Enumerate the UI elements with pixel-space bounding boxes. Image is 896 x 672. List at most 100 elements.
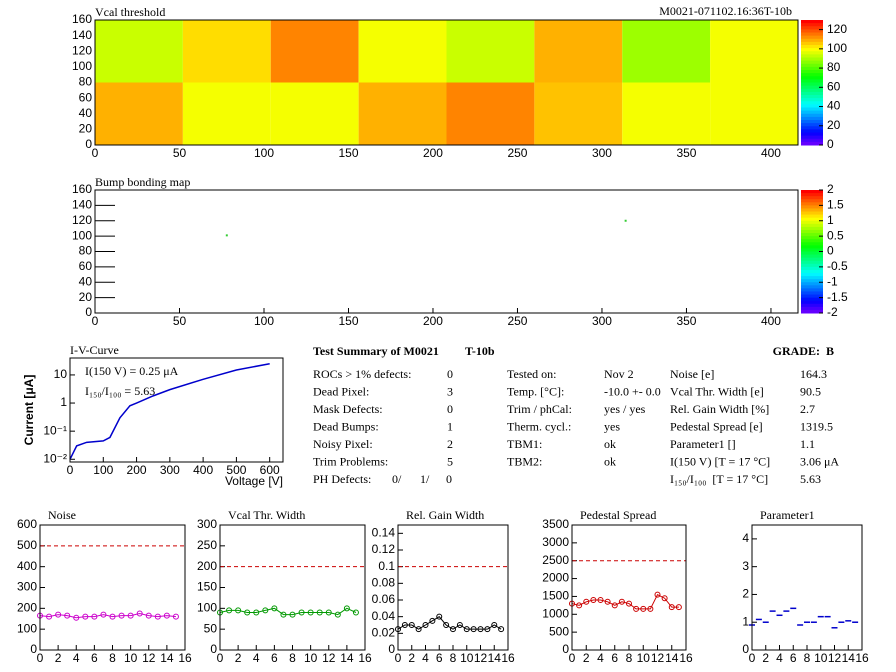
x-tick-label: 150 (338, 146, 358, 160)
colorbar-step (801, 239, 823, 243)
y-tick-label: 40 (79, 106, 93, 120)
colorbar-step (801, 297, 823, 302)
x-tick-label: 0 (67, 463, 74, 477)
marker (604, 598, 611, 605)
colorbar-step (801, 223, 823, 228)
colorbar-step (801, 135, 823, 140)
colorbar-step (801, 294, 823, 299)
marker (498, 626, 505, 633)
result-value: 90.5 (800, 384, 821, 398)
y-tick-label: 100 (197, 601, 217, 615)
x-tick-label: 0 (395, 651, 402, 665)
result-value: 164.3 (800, 367, 827, 381)
heatmap-cell (622, 20, 711, 83)
x-tick-label: 100 (93, 463, 113, 477)
colorbar-step (801, 141, 823, 146)
frame (751, 524, 863, 651)
x-tick-label: 350 (676, 314, 696, 328)
x-tick-label: 16 (855, 651, 869, 665)
colorbar-step (801, 254, 823, 259)
marker (429, 617, 436, 624)
x-tick-label: 250 (507, 146, 527, 160)
y-tick-label: 300 (197, 517, 217, 531)
defect-value: 0 (447, 402, 453, 416)
marker (262, 607, 269, 614)
colorbar-step (801, 214, 823, 219)
marker (316, 609, 323, 616)
x-tick-label: 12 (322, 651, 336, 665)
marker (647, 605, 654, 612)
x-tick-label: 12 (474, 651, 488, 665)
y-tick-label: 1500 (542, 589, 569, 603)
x-tick-label: 10 (124, 651, 138, 665)
y-tick-label: 2500 (542, 553, 569, 567)
x-tick-label: 200 (127, 463, 147, 477)
result-label: Parameter1 [] (670, 437, 736, 451)
x-tick-label: 0 (92, 314, 99, 328)
chart-title: Pedestal Spread (580, 508, 656, 522)
summary-module: T-10b (465, 344, 495, 358)
summary-title: Test Summary of M0021 (313, 344, 439, 358)
result-value: 1319.5 (800, 419, 833, 433)
marker (352, 609, 359, 616)
annotation: I(150 V) = 0.25 μA (85, 364, 179, 378)
colorbar-label: 20 (827, 118, 841, 132)
defect-label: ROCs > 1% defects: (313, 367, 411, 381)
y-tick-label: 160 (72, 182, 92, 196)
x-tick-label: 2 (762, 651, 769, 665)
marker (235, 607, 242, 614)
marker (661, 595, 668, 602)
result-value: 3.06 μA (800, 454, 839, 468)
y-tick-label: 2 (742, 587, 749, 601)
marker (415, 626, 422, 633)
marker (450, 626, 456, 633)
marker (145, 612, 152, 619)
ph-value: 0/ (392, 472, 402, 486)
x-tick-label: 250 (507, 314, 527, 328)
colorbar-step (801, 70, 823, 74)
x-tick-label: 14 (340, 651, 354, 665)
result-value: 5.63 (800, 472, 821, 486)
x-tick-label: 500 (226, 463, 246, 477)
heatmap-cell (446, 82, 535, 145)
colorbar-step (801, 248, 823, 252)
colorbar-step (801, 104, 823, 108)
chart-title: Vcal threshold (95, 5, 165, 19)
x-tick-label: 16 (178, 651, 192, 665)
x-tick-label: 8 (804, 651, 811, 665)
y-tick-label: 10 (54, 367, 68, 381)
colorbar-step (801, 132, 823, 137)
marker (325, 609, 332, 616)
condition-value: Nov 2 (604, 367, 634, 381)
result-label: Rel. Gain Width [%] (670, 402, 769, 416)
frame (397, 524, 509, 651)
heatmap-cell (622, 82, 711, 145)
y-tick-label: 20 (79, 122, 93, 136)
y-tick-label: 0.02 (372, 626, 396, 640)
colorbar-step (801, 126, 823, 130)
condition-label: Temp. [°C]: (507, 384, 564, 398)
colorbar-step (801, 269, 823, 274)
marker (484, 626, 491, 633)
colorbar-label: -0.5 (827, 259, 848, 273)
condition-value: ok (604, 454, 616, 468)
colorbar-step (801, 23, 823, 27)
colorbar-step (801, 217, 823, 222)
x-tick-label: 6 (436, 651, 443, 665)
colorbar-step (801, 266, 823, 271)
x-tick-label: 400 (761, 146, 781, 160)
colorbar-step (801, 251, 823, 256)
y-tick-label: 0.14 (372, 526, 396, 540)
colorbar-step (801, 91, 823, 96)
point (225, 234, 228, 237)
x-tick-label: 14 (842, 651, 856, 665)
colorbar-step (801, 88, 823, 93)
result-label: Noise [e] (670, 367, 714, 381)
colorbar-step (801, 45, 823, 49)
marker (154, 613, 161, 620)
colorbar-step (801, 202, 823, 206)
ph-value: 0 (446, 472, 452, 486)
marker (408, 622, 415, 628)
colorbar-step (801, 245, 823, 249)
y-tick-label: 0.08 (372, 576, 396, 590)
